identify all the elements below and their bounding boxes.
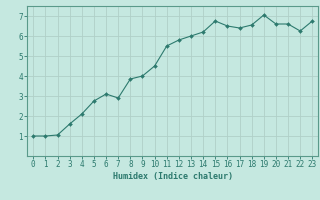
X-axis label: Humidex (Indice chaleur): Humidex (Indice chaleur) [113, 172, 233, 181]
